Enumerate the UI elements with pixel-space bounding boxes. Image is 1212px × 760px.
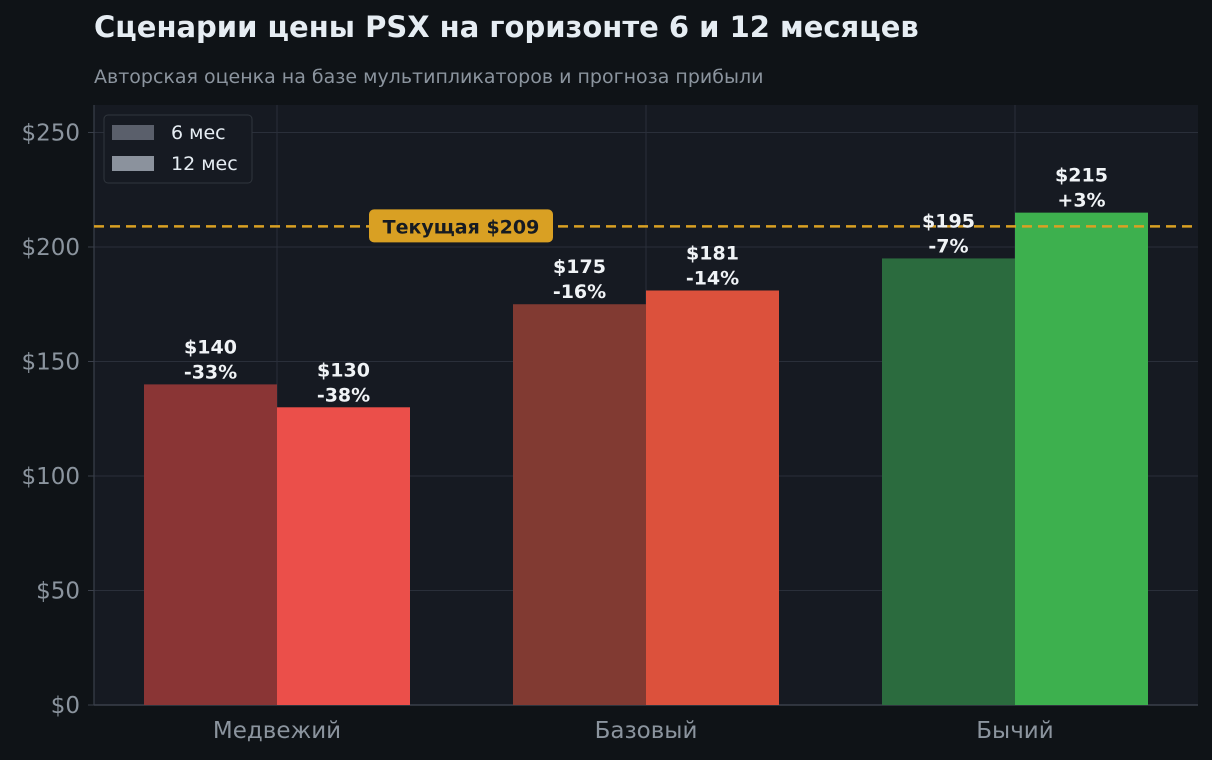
y-tick-label: $0: [51, 693, 80, 719]
current-price-label: Текущая $209: [383, 216, 540, 238]
legend-swatch: [112, 125, 154, 140]
bar-12m: [646, 290, 779, 705]
y-tick-label: $100: [21, 464, 80, 490]
bar-6m: [144, 384, 277, 705]
y-tick-label: $250: [21, 120, 80, 146]
bar-value-label: $130 -38%: [317, 359, 370, 406]
bar-6m: [513, 304, 646, 705]
bar-value-label: $175 -16%: [553, 256, 606, 303]
chart-title: Сценарии цены PSX на горизонте 6 и 12 ме…: [94, 10, 919, 44]
current-price-badge: [369, 209, 553, 243]
bar-12m: [1015, 212, 1148, 705]
bar-value-label: $140 -33%: [184, 336, 237, 383]
bar-value-label: $215 +3%: [1055, 165, 1108, 212]
bar-value-label: $195 -7%: [922, 210, 975, 257]
x-tick-label: Медвежий: [213, 718, 341, 744]
legend-label: 12 мес: [171, 153, 238, 175]
legend-label: 6 мес: [171, 122, 226, 144]
x-tick-label: Базовый: [595, 718, 698, 744]
y-tick-label: $150: [21, 349, 80, 375]
legend-swatch: [112, 156, 154, 171]
x-tick-label: Бычий: [976, 718, 1053, 744]
y-tick-label: $200: [21, 235, 80, 261]
bar-12m: [277, 407, 410, 705]
chart-subtitle: Авторская оценка на базе мультипликаторо…: [94, 66, 764, 88]
bar-6m: [882, 258, 1015, 705]
y-tick-label: $50: [36, 578, 80, 604]
bar-value-label: $181 -14%: [686, 242, 739, 289]
